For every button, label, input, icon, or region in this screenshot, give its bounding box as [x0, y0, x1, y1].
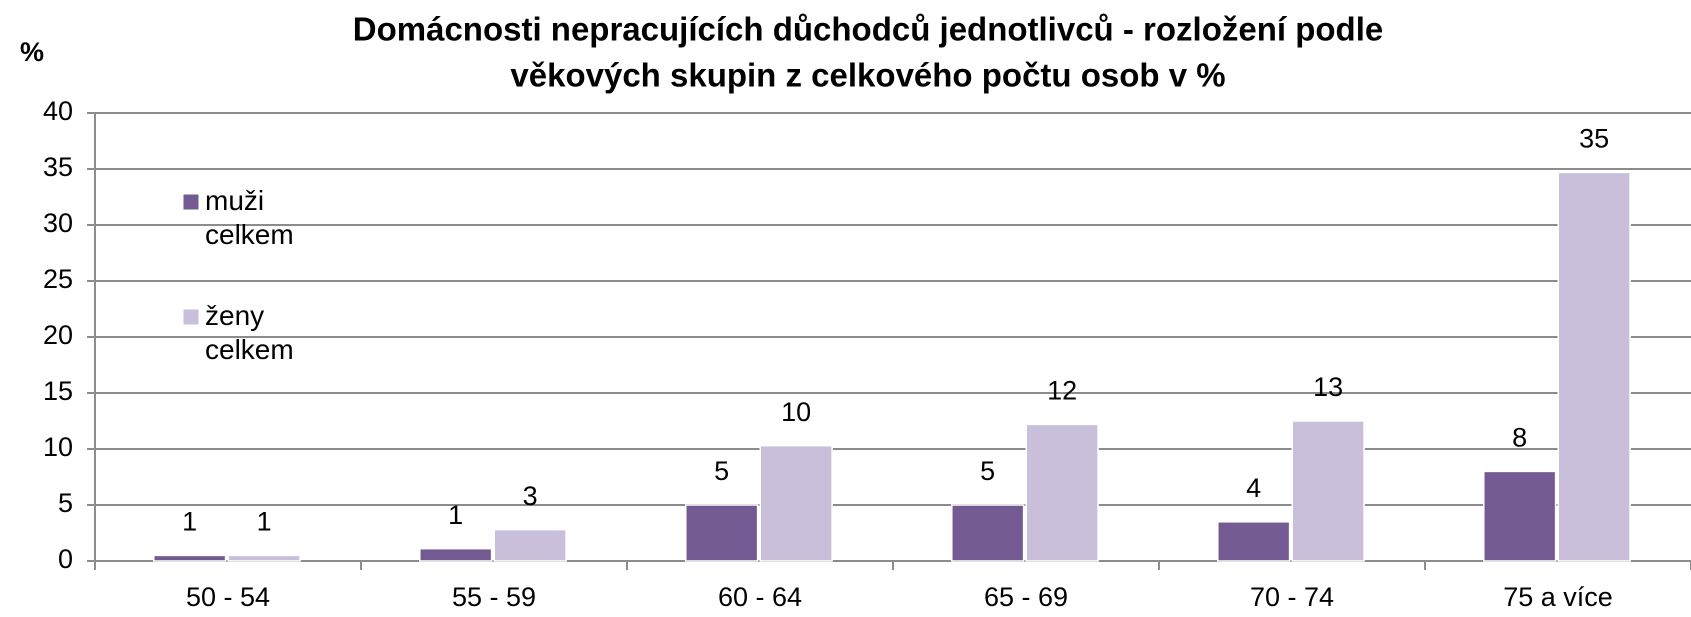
x-tick-label: 50 - 54 — [186, 582, 270, 612]
bar — [419, 547, 493, 562]
chart-title: Domácnosti nepracujících důchodců jednot… — [353, 11, 1383, 48]
y-tick-label: 0 — [58, 544, 73, 574]
legend-swatch — [182, 193, 200, 211]
x-tick-label: 75 a více — [1503, 582, 1613, 612]
y-tick-label: 35 — [43, 152, 73, 182]
legend-label: muži celkem — [205, 185, 294, 250]
data-label: 1 — [257, 507, 272, 537]
x-tick-label: 65 - 69 — [984, 582, 1068, 612]
legend-swatch — [182, 308, 200, 326]
bar — [685, 504, 759, 562]
bar — [153, 554, 227, 562]
data-label: 10 — [781, 397, 811, 427]
x-tick-label: 60 - 64 — [718, 582, 802, 612]
bar — [951, 504, 1025, 562]
bar — [1291, 420, 1365, 562]
y-tick-label: 25 — [43, 264, 73, 294]
data-label: 12 — [1047, 375, 1077, 405]
bar — [493, 528, 567, 562]
y-tick-label: 20 — [43, 320, 73, 350]
x-tick-label: 55 - 59 — [452, 582, 536, 612]
y-tick-label: 15 — [43, 376, 73, 406]
y-tick-label: 5 — [58, 488, 73, 518]
bar — [227, 554, 301, 562]
bar — [1483, 470, 1557, 562]
y-tick-label: 30 — [43, 208, 73, 238]
data-label: 3 — [523, 481, 538, 511]
data-label: 5 — [980, 456, 995, 486]
legend-label: ženy celkem — [205, 300, 294, 365]
data-label: 1 — [182, 507, 197, 537]
bar — [1217, 521, 1291, 562]
data-label: 4 — [1246, 473, 1261, 503]
y-tick-label: 10 — [43, 432, 73, 462]
bar — [1557, 171, 1631, 562]
data-label: 8 — [1512, 423, 1527, 453]
y-tick-label: 40 — [43, 96, 73, 126]
bar — [759, 444, 833, 562]
data-label: 5 — [714, 456, 729, 486]
data-label: 1 — [448, 500, 463, 530]
data-label: 35 — [1579, 123, 1609, 153]
x-tick-label: 70 - 74 — [1250, 582, 1334, 612]
bar — [1025, 423, 1099, 562]
chart-title-2: věkových skupin z celkového počtu osob v… — [510, 57, 1225, 94]
data-label: 13 — [1313, 372, 1343, 402]
y-axis-label: % — [20, 37, 44, 67]
